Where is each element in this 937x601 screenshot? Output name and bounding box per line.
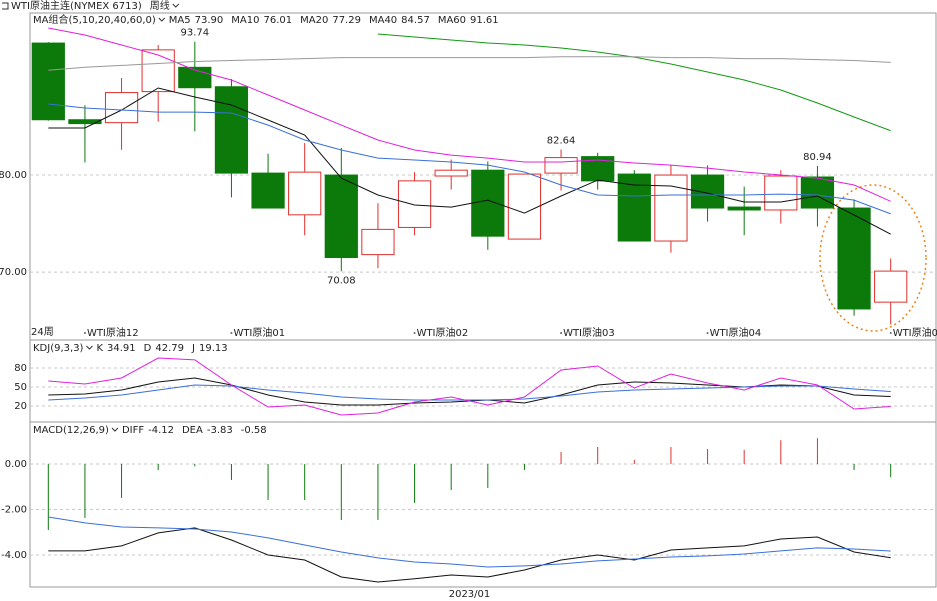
legend-value: 84.57 [401,15,430,26]
macd-pane-frame [29,421,937,588]
legend-value: 19.13 [199,343,228,354]
y-tick-label: 70.00 [0,267,27,278]
high-label: 80.94 [803,152,832,163]
legend-name: K [96,343,103,354]
candle-body [324,174,358,259]
indicator-title[interactable]: MACD(12,26,9) [33,425,109,436]
high-label: 82.64 [547,135,576,146]
candle-body [654,174,688,242]
x-tick-label: 2023/01 [449,589,491,600]
contract-label: WTI原油05 [893,326,937,339]
y-tick-label: 50 [14,382,27,393]
legend-name: J [191,343,195,354]
candle-body [31,42,65,121]
legend-name: DIFF [122,425,144,436]
legend-name: MA5 [169,15,191,26]
period-label: 24周 [31,326,54,338]
y-tick-label: 80.00 [0,170,27,181]
contract-marker [83,332,86,334]
legend-value: 91.61 [470,15,499,26]
indicator-line [48,56,891,71]
y-tick-label: -2.00 [1,505,27,516]
highlight-ellipse [819,184,927,332]
back-icon[interactable] [2,2,9,10]
indicator-dropdown[interactable] [158,17,166,22]
period-selector[interactable]: 周线 [150,0,170,12]
legend-value: -3.83 [207,425,233,436]
y-tick-label: 0.00 [5,459,27,470]
contract-marker [560,332,563,334]
candle-body [690,174,725,209]
contract-label: WTI原油03 [563,326,615,339]
indicator-dropdown[interactable] [111,427,119,432]
legend-name: MA20 [300,15,328,26]
indicator-title[interactable]: KDJ(9,3,3) [33,343,84,354]
legend-name: MA10 [231,15,259,26]
candle-body [361,228,395,256]
legend-value: 42.79 [155,343,184,354]
candle-body [141,49,175,93]
candle-body [727,206,761,211]
high-label: 93.74 [180,28,209,39]
period-dropdown[interactable] [172,3,180,8]
candle-body [507,173,542,240]
contract-label: WTI原油01 [233,326,285,339]
indicator-line [48,384,891,401]
contract-marker [413,332,416,334]
candle-body [251,172,285,209]
legend-name: MA60 [438,15,466,26]
candle-body [874,270,908,303]
legend-name: MA40 [369,15,397,26]
candle-body [471,169,505,237]
candle-body [397,180,432,228]
candle-body [617,173,651,242]
candle-body [68,119,102,125]
legend-value: -4.12 [148,425,174,436]
legend-value: 73.90 [195,15,224,26]
candle-body [434,169,468,177]
y-tick-label: -4.00 [1,550,27,561]
contract-marker [706,332,709,334]
legend-value: 77.29 [332,15,361,26]
candle-body [764,175,798,211]
contract-marker [889,332,892,334]
legend-name: DEA [182,425,203,436]
indicator-line [48,87,891,235]
indicator-line [48,357,891,416]
legend-value: 34.91 [107,343,136,354]
candle-body [837,207,871,310]
indicator-dropdown[interactable] [86,345,93,350]
histogram-value: -0.58 [241,425,267,436]
legend-value: 76.01 [263,15,292,26]
candle-body [214,86,249,174]
y-tick-label: 20 [14,401,27,412]
legend-name: D [144,343,152,354]
candle-body [544,157,578,174]
contract-label: WTI原油02 [417,326,469,339]
indicator-line [48,516,891,568]
indicator-line [48,27,891,202]
candle-body [800,176,835,209]
instrument-title: WTI原油主连(NYMEX 6713) [11,0,142,12]
candle-body [104,92,139,124]
indicator-title[interactable]: MA组合(5,10,20,40,60,0) [33,13,156,26]
contract-label: WTI原油12 [87,326,139,339]
candle-body [288,171,322,216]
contract-marker [230,332,233,334]
contract-label: WTI原油04 [710,326,762,339]
y-tick-label: 80 [14,363,27,374]
low-label: 70.08 [327,275,356,286]
indicator-line [48,103,891,215]
